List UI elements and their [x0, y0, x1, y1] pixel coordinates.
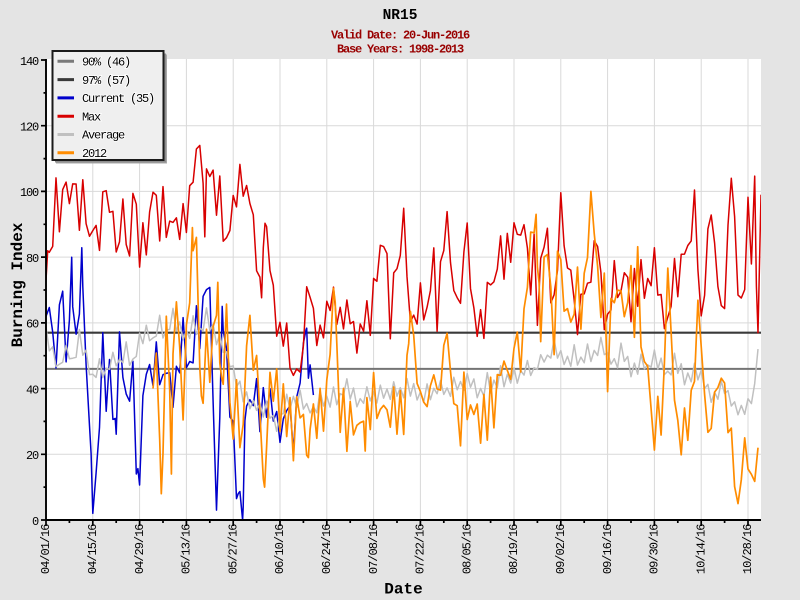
svg-text:Date: Date: [384, 581, 422, 599]
svg-text:Current (35): Current (35): [82, 92, 154, 106]
svg-text:Average: Average: [82, 129, 125, 143]
svg-text:Max: Max: [82, 110, 101, 124]
svg-text:0: 0: [32, 515, 39, 529]
svg-text:06/10/16: 06/10/16: [273, 524, 287, 574]
svg-text:60: 60: [26, 318, 39, 332]
svg-text:80: 80: [26, 252, 39, 266]
svg-text:04/01/16: 04/01/16: [39, 524, 53, 574]
svg-text:NR15: NR15: [383, 8, 418, 24]
svg-text:2012: 2012: [82, 147, 107, 161]
svg-text:10/28/16: 10/28/16: [741, 524, 755, 574]
svg-text:08/19/16: 08/19/16: [507, 524, 521, 574]
svg-text:08/05/16: 08/05/16: [460, 524, 474, 574]
svg-text:90% (46): 90% (46): [82, 56, 130, 70]
svg-text:120: 120: [20, 121, 39, 135]
svg-text:04/29/16: 04/29/16: [133, 524, 147, 574]
svg-text:140: 140: [20, 55, 39, 69]
svg-text:07/22/16: 07/22/16: [414, 524, 428, 574]
svg-text:09/30/16: 09/30/16: [648, 524, 662, 574]
svg-text:04/15/16: 04/15/16: [86, 524, 100, 574]
svg-text:06/24/16: 06/24/16: [320, 524, 334, 574]
svg-text:Valid Date: 20-Jun-2016: Valid Date: 20-Jun-2016: [331, 29, 470, 43]
svg-text:09/02/16: 09/02/16: [554, 524, 568, 574]
svg-text:40: 40: [26, 383, 39, 397]
svg-text:05/27/16: 05/27/16: [226, 524, 240, 574]
svg-text:100: 100: [20, 186, 39, 200]
svg-text:09/16/16: 09/16/16: [601, 524, 615, 574]
svg-text:10/14/16: 10/14/16: [694, 524, 708, 574]
svg-text:97% (57): 97% (57): [82, 74, 130, 88]
svg-text:20: 20: [26, 449, 39, 463]
svg-text:05/13/16: 05/13/16: [180, 524, 194, 574]
svg-text:Burning Index: Burning Index: [9, 222, 27, 347]
svg-text:07/08/16: 07/08/16: [367, 524, 381, 574]
svg-text:Base Years: 1998-2013: Base Years: 1998-2013: [337, 43, 464, 57]
